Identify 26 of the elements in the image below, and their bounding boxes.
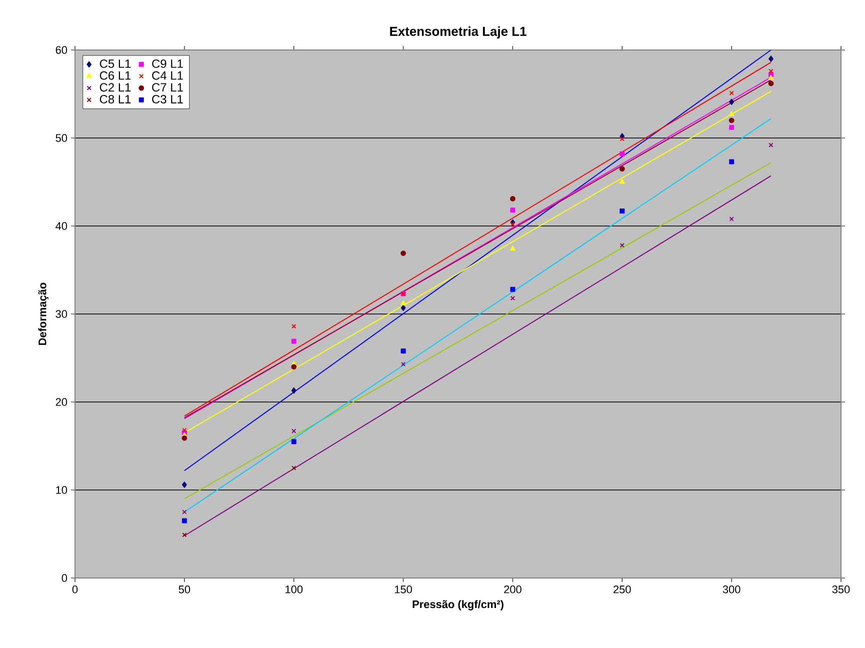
x-axis-title: Pressão (kgf/cm²)	[412, 600, 504, 610]
x-tick-label: 300	[722, 586, 740, 594]
x-tick-label: 50	[178, 586, 190, 594]
y-tick-label: 40	[56, 222, 68, 230]
y-tick-label: 50	[56, 134, 68, 142]
y-tick-label: 10	[56, 486, 68, 494]
y-tick-label: 0	[62, 574, 68, 582]
legend-label: C2 L1	[100, 83, 131, 92]
y-tick-label: 60	[56, 46, 68, 54]
legend-label: C7 L1	[152, 83, 183, 92]
legend-label: C9 L1	[152, 59, 183, 68]
legend-label: C3 L1	[152, 94, 183, 104]
y-tick-label: 30	[56, 310, 68, 318]
x-tick-label: 350	[832, 586, 850, 594]
chart-title: Extensometria Laje L1	[390, 26, 526, 39]
x-tick-label: 250	[614, 586, 631, 594]
x-tick-label: 150	[394, 586, 412, 594]
y-axis-title: Deformação	[38, 282, 48, 345]
legend-label: C4 L1	[152, 71, 183, 80]
legend-label: C6 L1	[100, 71, 131, 80]
x-tick-label: 200	[504, 586, 522, 594]
x-tick-label: 0	[72, 586, 78, 594]
legend-label: C5 L1	[100, 59, 131, 68]
legend-label: C8 L1	[100, 94, 131, 104]
x-tick-label: 100	[286, 586, 303, 594]
y-tick-label: 20	[56, 398, 68, 406]
